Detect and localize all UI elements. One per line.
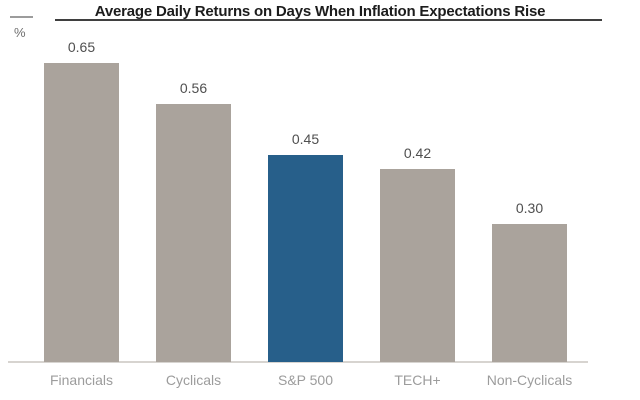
x-axis-line (8, 361, 588, 363)
chart-title: Average Daily Returns on Days When Infla… (94, 3, 546, 20)
bar-value-label-s-p-500: 0.45 (291, 131, 320, 147)
y-axis-unit-label: % (14, 25, 26, 40)
bar-category-label-tech: TECH+ (394, 372, 441, 388)
bar-category-label-s-p-500: S&P 500 (277, 372, 333, 388)
bar-financials (44, 63, 119, 362)
bar-category-label-financials: Financials (49, 372, 114, 388)
title-underline (55, 19, 602, 21)
bar-tech (380, 169, 455, 362)
y-axis-top-dash (10, 16, 33, 18)
bar-category-label-non-cyclicals: Non-Cyclicals (486, 372, 573, 388)
bar-value-label-tech: 0.42 (403, 145, 432, 161)
bar-non-cyclicals (492, 224, 567, 362)
bar-s-p-500 (268, 155, 343, 362)
bar-category-label-cyclicals: Cyclicals (165, 372, 222, 388)
bar-cyclicals (156, 104, 231, 362)
bar-value-label-non-cyclicals: 0.30 (515, 200, 544, 216)
bar-value-label-financials: 0.65 (67, 39, 96, 55)
bar-value-label-cyclicals: 0.56 (179, 80, 208, 96)
